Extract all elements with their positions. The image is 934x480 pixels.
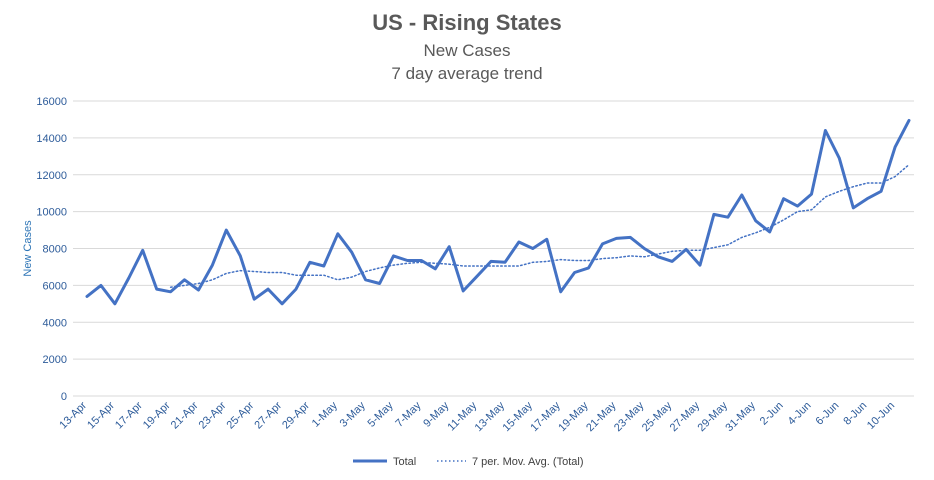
y-tick-label: 6000 [43, 280, 67, 292]
x-tick-label: 17-Apr [113, 399, 145, 431]
x-tick-label: 21-Apr [169, 399, 201, 431]
series-line-moving-average [169, 163, 910, 288]
x-tick-label: 7-May [393, 399, 423, 429]
x-tick-label: 25-Apr [224, 399, 256, 431]
y-tick-label: 0 [61, 391, 67, 403]
y-tick-label: 4000 [43, 317, 67, 329]
x-tick-label: 17-May [528, 399, 563, 434]
x-tick-label: 10-Jun [865, 400, 897, 432]
x-tick-label: 19-Apr [141, 399, 173, 431]
x-tick-label: 5-May [366, 399, 396, 429]
x-tick-label: 29-Apr [280, 399, 312, 431]
x-tick-label: 23-May [612, 399, 647, 434]
legend-label: Total [393, 456, 416, 468]
x-tick-label: 13-Apr [57, 399, 89, 431]
y-tick-label: 8000 [43, 244, 67, 256]
y-tick-label: 12000 [36, 170, 67, 182]
x-tick-label: 25-May [640, 399, 675, 434]
x-tick-label: 4-Jun [786, 400, 814, 428]
x-tick-label: 6-Jun [814, 400, 842, 428]
legend-label: 7 per. Mov. Avg. (Total) [472, 456, 583, 468]
y-tick-label: 10000 [36, 207, 67, 219]
y-tick-label: 2000 [43, 354, 67, 366]
x-tick-label: 27-Apr [252, 399, 284, 431]
chart-subtitle-1: New Cases [423, 41, 511, 60]
y-tick-label: 16000 [36, 96, 67, 108]
x-tick-label: 13-May [473, 399, 508, 434]
x-tick-label: 27-May [668, 399, 703, 434]
chart-subtitle-2: 7 day average trend [391, 64, 543, 83]
x-tick-label: 21-May [584, 399, 619, 434]
x-tick-label: 23-Apr [197, 399, 229, 431]
x-tick-label: 15-May [501, 399, 536, 434]
x-tick-label: 2-Jun [758, 400, 786, 428]
x-tick-label: 3-May [338, 399, 368, 429]
y-tick-label: 14000 [36, 133, 67, 145]
x-tick-label: 29-May [696, 399, 731, 434]
x-tick-label: 15-Apr [85, 399, 117, 431]
y-axis-label: New Cases [22, 220, 34, 277]
x-tick-label: 31-May [723, 399, 758, 434]
chart-title: US - Rising States [372, 10, 562, 35]
x-tick-label: 1-May [310, 399, 340, 429]
x-tick-label: 19-May [556, 399, 591, 434]
